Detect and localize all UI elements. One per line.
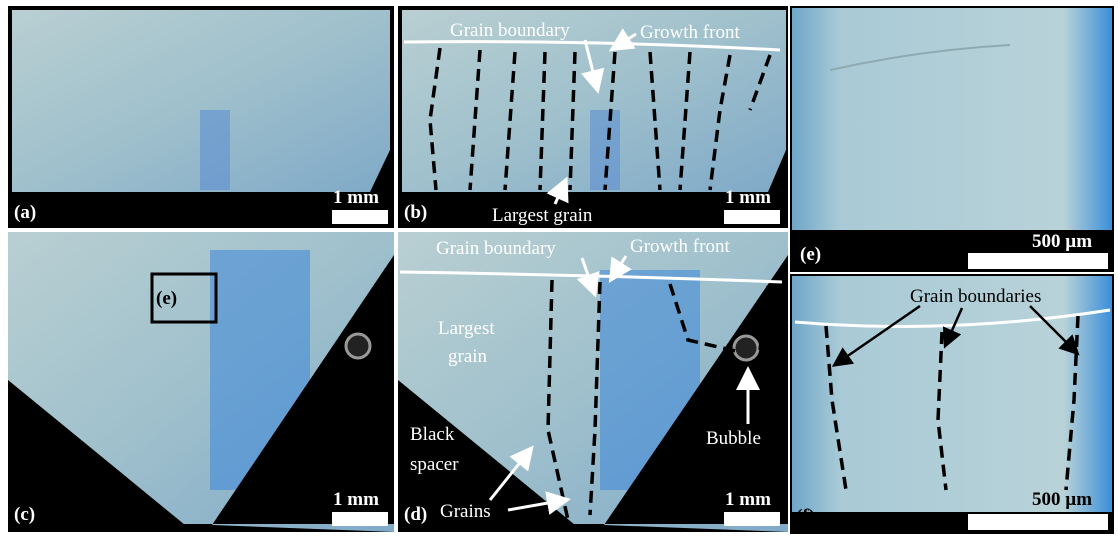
panel-a: (a) 1 mm: [8, 6, 394, 228]
grain: [590, 110, 620, 190]
panel-label: (b): [404, 202, 427, 223]
photo: [792, 276, 1112, 512]
bubble: [732, 334, 760, 362]
annotation: Largest: [438, 318, 495, 339]
growth-front: [794, 308, 1111, 328]
arrow: [576, 257, 600, 298]
panel-b: Grain boundary Growth front Largest grai…: [398, 6, 788, 228]
arrow: [1029, 305, 1080, 356]
arrow: [831, 304, 921, 367]
arrow: [608, 255, 632, 284]
panel-e: (e) 500 µm: [790, 6, 1114, 272]
panel-c: (e) (c) 1 mm: [8, 232, 394, 532]
spacer: [8, 255, 394, 532]
panel-f: Grain boundaries (f) 500 µm: [790, 274, 1114, 534]
scale-bar: [724, 512, 780, 526]
panel-label: (e): [800, 244, 821, 265]
annotation: Largest grain: [492, 205, 593, 226]
annotation: Growth front: [640, 22, 740, 43]
panel-label: (a): [14, 202, 36, 223]
scale-bar: [968, 514, 1108, 530]
arrow: [608, 28, 637, 52]
annotation: Black: [410, 424, 455, 445]
annotation: (e): [156, 288, 177, 309]
scale-bar: [724, 210, 780, 224]
arrow: [546, 176, 569, 205]
annotation: Grains: [440, 501, 491, 522]
scale-label: 1 mm: [725, 187, 771, 208]
annotation: spacer: [410, 454, 459, 475]
arrow: [488, 445, 534, 501]
annotation: Growth front: [630, 236, 730, 257]
scale-label: 500 µm: [1032, 489, 1092, 510]
panel-label: (f): [796, 506, 815, 527]
photo: [12, 10, 390, 192]
scale-label: 1 mm: [333, 489, 379, 510]
arrow: [942, 307, 964, 349]
panel-label: (c): [14, 504, 35, 525]
spacer: [398, 255, 788, 532]
arrow: [507, 491, 571, 515]
annotation: grain: [448, 346, 488, 367]
scale-label: 500 µm: [1032, 231, 1092, 252]
annotation: Bubble: [706, 428, 761, 449]
inset-box: [150, 272, 218, 324]
scale-bar: [332, 512, 388, 526]
arrow: [580, 39, 605, 94]
scale-bar: [332, 210, 388, 224]
growth-front: [403, 40, 781, 52]
scale-label: 1 mm: [333, 187, 379, 208]
grain-line: [829, 44, 1011, 71]
grain: [200, 110, 230, 190]
panel-d: Grain boundary Growth front Largest grai…: [398, 232, 788, 532]
annotation: Grain boundary: [436, 238, 556, 259]
scale-bar: [968, 253, 1108, 269]
scale-label: 1 mm: [725, 489, 771, 510]
bubble: [344, 332, 372, 360]
photo: [792, 8, 1112, 230]
annotation: Grain boundary: [450, 20, 570, 41]
panel-label: (d): [404, 504, 427, 525]
annotation: Grain boundaries: [910, 286, 1041, 307]
